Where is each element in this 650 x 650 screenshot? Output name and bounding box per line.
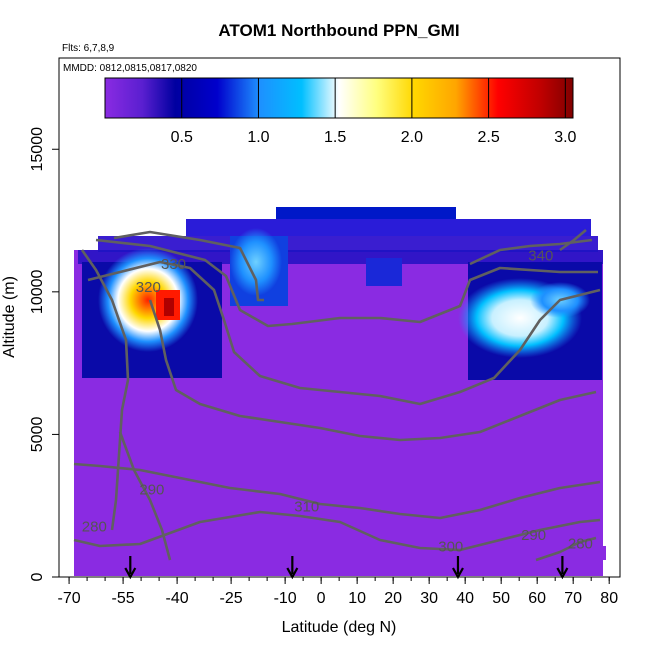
contour-label: 300 — [438, 538, 463, 555]
contour-line — [113, 230, 264, 302]
x-tick-label: 20 — [384, 590, 402, 607]
colorbar-tick-label: 1.5 — [324, 129, 346, 146]
contour-line — [535, 536, 597, 562]
x-tick-label: -70 — [58, 590, 81, 607]
contour-line — [80, 249, 130, 531]
x-tick-label: -10 — [274, 590, 297, 607]
theta-contours — [73, 229, 601, 562]
flight-markers — [124, 556, 569, 580]
contour-label: 330 — [161, 256, 186, 273]
colorbar: 0.5 1.0 1.5 2.0 2.5 3.0 — [104, 77, 577, 146]
field-center-band — [366, 258, 402, 286]
x-tick-label: -25 — [220, 590, 243, 607]
contour-label: 310 — [294, 498, 319, 515]
field-mid-blob — [230, 228, 282, 296]
field-lower — [74, 376, 603, 576]
contour-label: 280 — [568, 535, 593, 552]
contour-label: 290 — [521, 527, 546, 544]
field-south-hotspot — [98, 248, 198, 352]
field-top-band — [276, 207, 456, 219]
colorbar-tick-label: 2.0 — [401, 129, 423, 146]
colorbar-frame — [104, 77, 574, 119]
y-tick-label: 10000 — [29, 269, 46, 314]
y-axis: 0 5000 10000 15000 — [29, 127, 59, 581]
x-tick-label: 30 — [420, 590, 438, 607]
dates-note: MMDD: 0812,0815,0817,0820 — [63, 63, 197, 74]
x-axis: -70 -55 -40 -25 -10 0 10 20 30 40 50 60 70 80 — [58, 577, 618, 607]
colorbar-tick-label: 2.5 — [477, 129, 499, 146]
x-tick-label: -40 — [166, 590, 189, 607]
y-tick-label: 15000 — [29, 127, 46, 172]
x-tick-label: 0 — [317, 590, 326, 607]
colorbar-tick-label: 3.0 — [554, 129, 576, 146]
x-tick-label: 40 — [456, 590, 474, 607]
flights-note: Flts: 6,7,8,9 — [62, 43, 115, 54]
y-tick-label: 5000 — [29, 417, 46, 453]
x-axis-label: Latitude (deg N) — [282, 619, 397, 636]
heatmap-field — [74, 207, 606, 576]
contour-line — [148, 299, 597, 442]
colorbar-ticks: 0.5 1.0 1.5 2.0 2.5 3.0 — [171, 78, 577, 146]
field-south-peak — [164, 298, 174, 316]
chart-title: ATOM1 Northbound PPN_GMI — [218, 21, 459, 40]
x-tick-label: 80 — [600, 590, 618, 607]
colorbar-tick-label: 0.5 — [171, 129, 193, 146]
x-tick-label: 60 — [528, 590, 546, 607]
contour-label: 290 — [139, 481, 164, 498]
x-tick-label: -55 — [112, 590, 135, 607]
contour-line — [73, 510, 601, 552]
y-axis-label: Altitude (m) — [1, 276, 18, 358]
colorbar-gradient — [105, 78, 573, 118]
contour-label: 320 — [136, 279, 161, 296]
y-tick-label: 0 — [29, 572, 46, 581]
contour-line — [95, 238, 598, 328]
colorbar-tick-label: 1.0 — [247, 129, 269, 146]
contour-label: 340 — [528, 247, 553, 264]
contour-line — [559, 229, 587, 252]
field-band-2 — [186, 219, 591, 237]
contour-line — [118, 431, 172, 561]
x-tick-label: 50 — [492, 590, 510, 607]
field-band-4 — [78, 250, 603, 264]
x-tick-label: 10 — [348, 590, 366, 607]
contour-label: 280 — [82, 518, 107, 535]
field-right-stub — [600, 546, 606, 560]
x-tick-label: 70 — [564, 590, 582, 607]
contour-line — [87, 260, 601, 406]
field-band-3 — [98, 236, 598, 252]
contour-line — [73, 462, 601, 520]
